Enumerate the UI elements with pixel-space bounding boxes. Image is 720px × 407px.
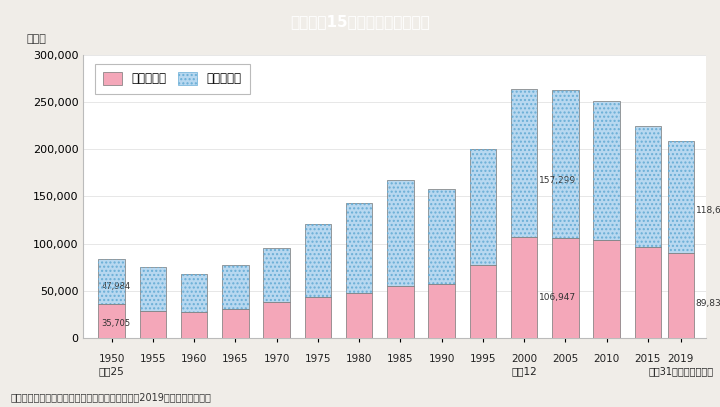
Bar <box>222 265 248 309</box>
Bar <box>552 90 579 238</box>
Bar <box>428 284 455 338</box>
Bar <box>593 101 620 240</box>
Bar <box>428 189 455 284</box>
Text: 2019: 2019 <box>667 354 694 364</box>
Text: 106,947: 106,947 <box>539 293 576 302</box>
Bar <box>140 267 166 311</box>
Text: 1975: 1975 <box>305 354 331 364</box>
Bar <box>469 149 496 265</box>
Text: 1950: 1950 <box>99 354 125 364</box>
Text: 昭和25: 昭和25 <box>99 366 125 376</box>
Bar <box>511 89 537 237</box>
Bar <box>264 302 290 338</box>
Text: 47,984: 47,984 <box>102 282 131 291</box>
Bar <box>346 293 372 338</box>
Bar <box>305 224 331 297</box>
Bar <box>222 309 248 338</box>
Bar <box>593 101 620 240</box>
Text: 1990: 1990 <box>428 354 455 364</box>
Text: 1985: 1985 <box>387 354 413 364</box>
Bar <box>511 89 537 237</box>
Bar <box>667 141 694 253</box>
Bar <box>346 203 372 293</box>
Bar <box>428 189 455 284</box>
Bar <box>634 247 661 338</box>
Text: Ｉ－特－15図　離婚件数の推移: Ｉ－特－15図 離婚件数の推移 <box>290 14 430 29</box>
Bar <box>634 126 661 247</box>
Bar <box>181 274 207 312</box>
Bar <box>469 149 496 265</box>
Text: 1955: 1955 <box>140 354 166 364</box>
Bar <box>181 274 207 312</box>
Bar <box>552 238 579 338</box>
Bar <box>99 259 125 304</box>
Bar <box>387 180 413 286</box>
Legend: 子どもなし, 子どもあり: 子どもなし, 子どもあり <box>95 63 250 94</box>
Text: 2000: 2000 <box>511 354 537 364</box>
Text: 2010: 2010 <box>593 354 620 364</box>
Bar <box>264 248 290 302</box>
Bar <box>222 265 248 309</box>
Bar <box>305 297 331 338</box>
Text: 1995: 1995 <box>469 354 496 364</box>
Text: （備考）厉生労働省「人口動態統計」（令和元（2019）年）より作成。: （備考）厉生労働省「人口動態統計」（令和元（2019）年）より作成。 <box>11 392 212 402</box>
Text: 157,299: 157,299 <box>539 176 576 185</box>
Text: 2015: 2015 <box>634 354 661 364</box>
Bar <box>140 311 166 338</box>
Bar <box>469 265 496 338</box>
Bar <box>387 180 413 286</box>
Bar <box>552 90 579 238</box>
Bar <box>99 259 125 304</box>
Bar <box>181 312 207 338</box>
Text: 1960: 1960 <box>181 354 207 364</box>
Bar <box>667 141 694 253</box>
Bar <box>99 304 125 338</box>
Text: 1980: 1980 <box>346 354 372 364</box>
Text: 平成31・令和元（年）: 平成31・令和元（年） <box>648 366 714 376</box>
Text: 118,664: 118,664 <box>696 206 720 215</box>
Text: （件）: （件） <box>27 34 47 44</box>
Bar <box>667 253 694 338</box>
Bar <box>511 237 537 338</box>
Bar <box>346 203 372 293</box>
Bar <box>140 267 166 311</box>
Bar <box>264 248 290 302</box>
Text: 89,832: 89,832 <box>696 300 720 309</box>
Bar <box>593 240 620 338</box>
Text: 1970: 1970 <box>264 354 290 364</box>
Text: 1965: 1965 <box>222 354 248 364</box>
Text: 平成12: 平成12 <box>511 366 537 376</box>
Bar <box>387 286 413 338</box>
Text: 35,705: 35,705 <box>102 319 131 328</box>
Text: 2005: 2005 <box>552 354 578 364</box>
Bar <box>305 224 331 297</box>
Bar <box>634 126 661 247</box>
